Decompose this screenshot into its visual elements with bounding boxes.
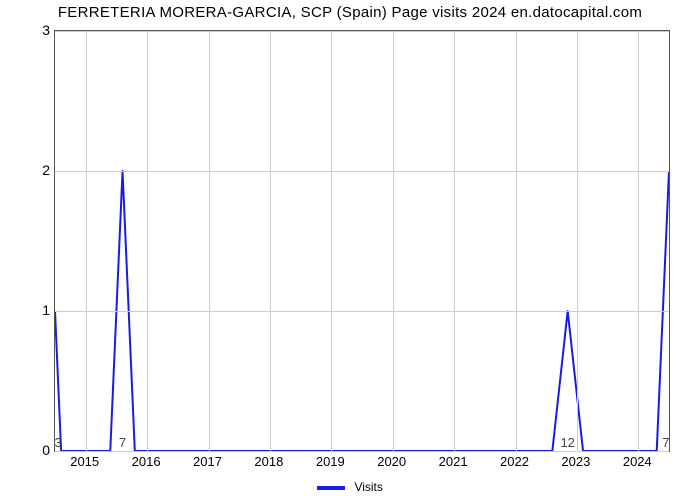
vgrid (86, 31, 87, 451)
vgrid (209, 31, 210, 451)
hgrid (55, 171, 669, 172)
x-tick-label: 2019 (316, 454, 345, 469)
vgrid (393, 31, 394, 451)
vgrid (147, 31, 148, 451)
x-tick-label: 2021 (439, 454, 468, 469)
x-tick-label: 2023 (561, 454, 590, 469)
y-tick-label: 2 (4, 162, 50, 178)
hgrid (55, 31, 669, 32)
vgrid (454, 31, 455, 451)
vgrid (577, 31, 578, 451)
x-tick-label: 2020 (377, 454, 406, 469)
vgrid (516, 31, 517, 451)
peak-label: 7 (119, 435, 126, 450)
x-tick-label: 2017 (193, 454, 222, 469)
hgrid (55, 311, 669, 312)
vgrid (638, 31, 639, 451)
chart-container: FERRETERIA MORERA-GARCIA, SCP (Spain) Pa… (0, 0, 700, 500)
vgrid (270, 31, 271, 451)
legend-swatch (317, 486, 345, 490)
y-tick-label: 1 (4, 302, 50, 318)
x-tick-label: 2024 (623, 454, 652, 469)
plot-area: 3 7 12 7 (54, 30, 670, 452)
peak-label: 3 (54, 435, 61, 450)
y-tick-label: 0 (4, 442, 50, 458)
x-tick-label: 2018 (254, 454, 283, 469)
peak-label: 7 (662, 435, 669, 450)
hgrid (55, 451, 669, 452)
x-tick-label: 2016 (132, 454, 161, 469)
x-tick-label: 2015 (70, 454, 99, 469)
legend-label: Visits (354, 480, 382, 494)
y-tick-label: 3 (4, 22, 50, 38)
peak-label: 12 (560, 435, 574, 450)
x-tick-label: 2022 (500, 454, 529, 469)
legend: Visits (0, 480, 700, 494)
vgrid (331, 31, 332, 451)
chart-title: FERRETERIA MORERA-GARCIA, SCP (Spain) Pa… (0, 4, 700, 21)
